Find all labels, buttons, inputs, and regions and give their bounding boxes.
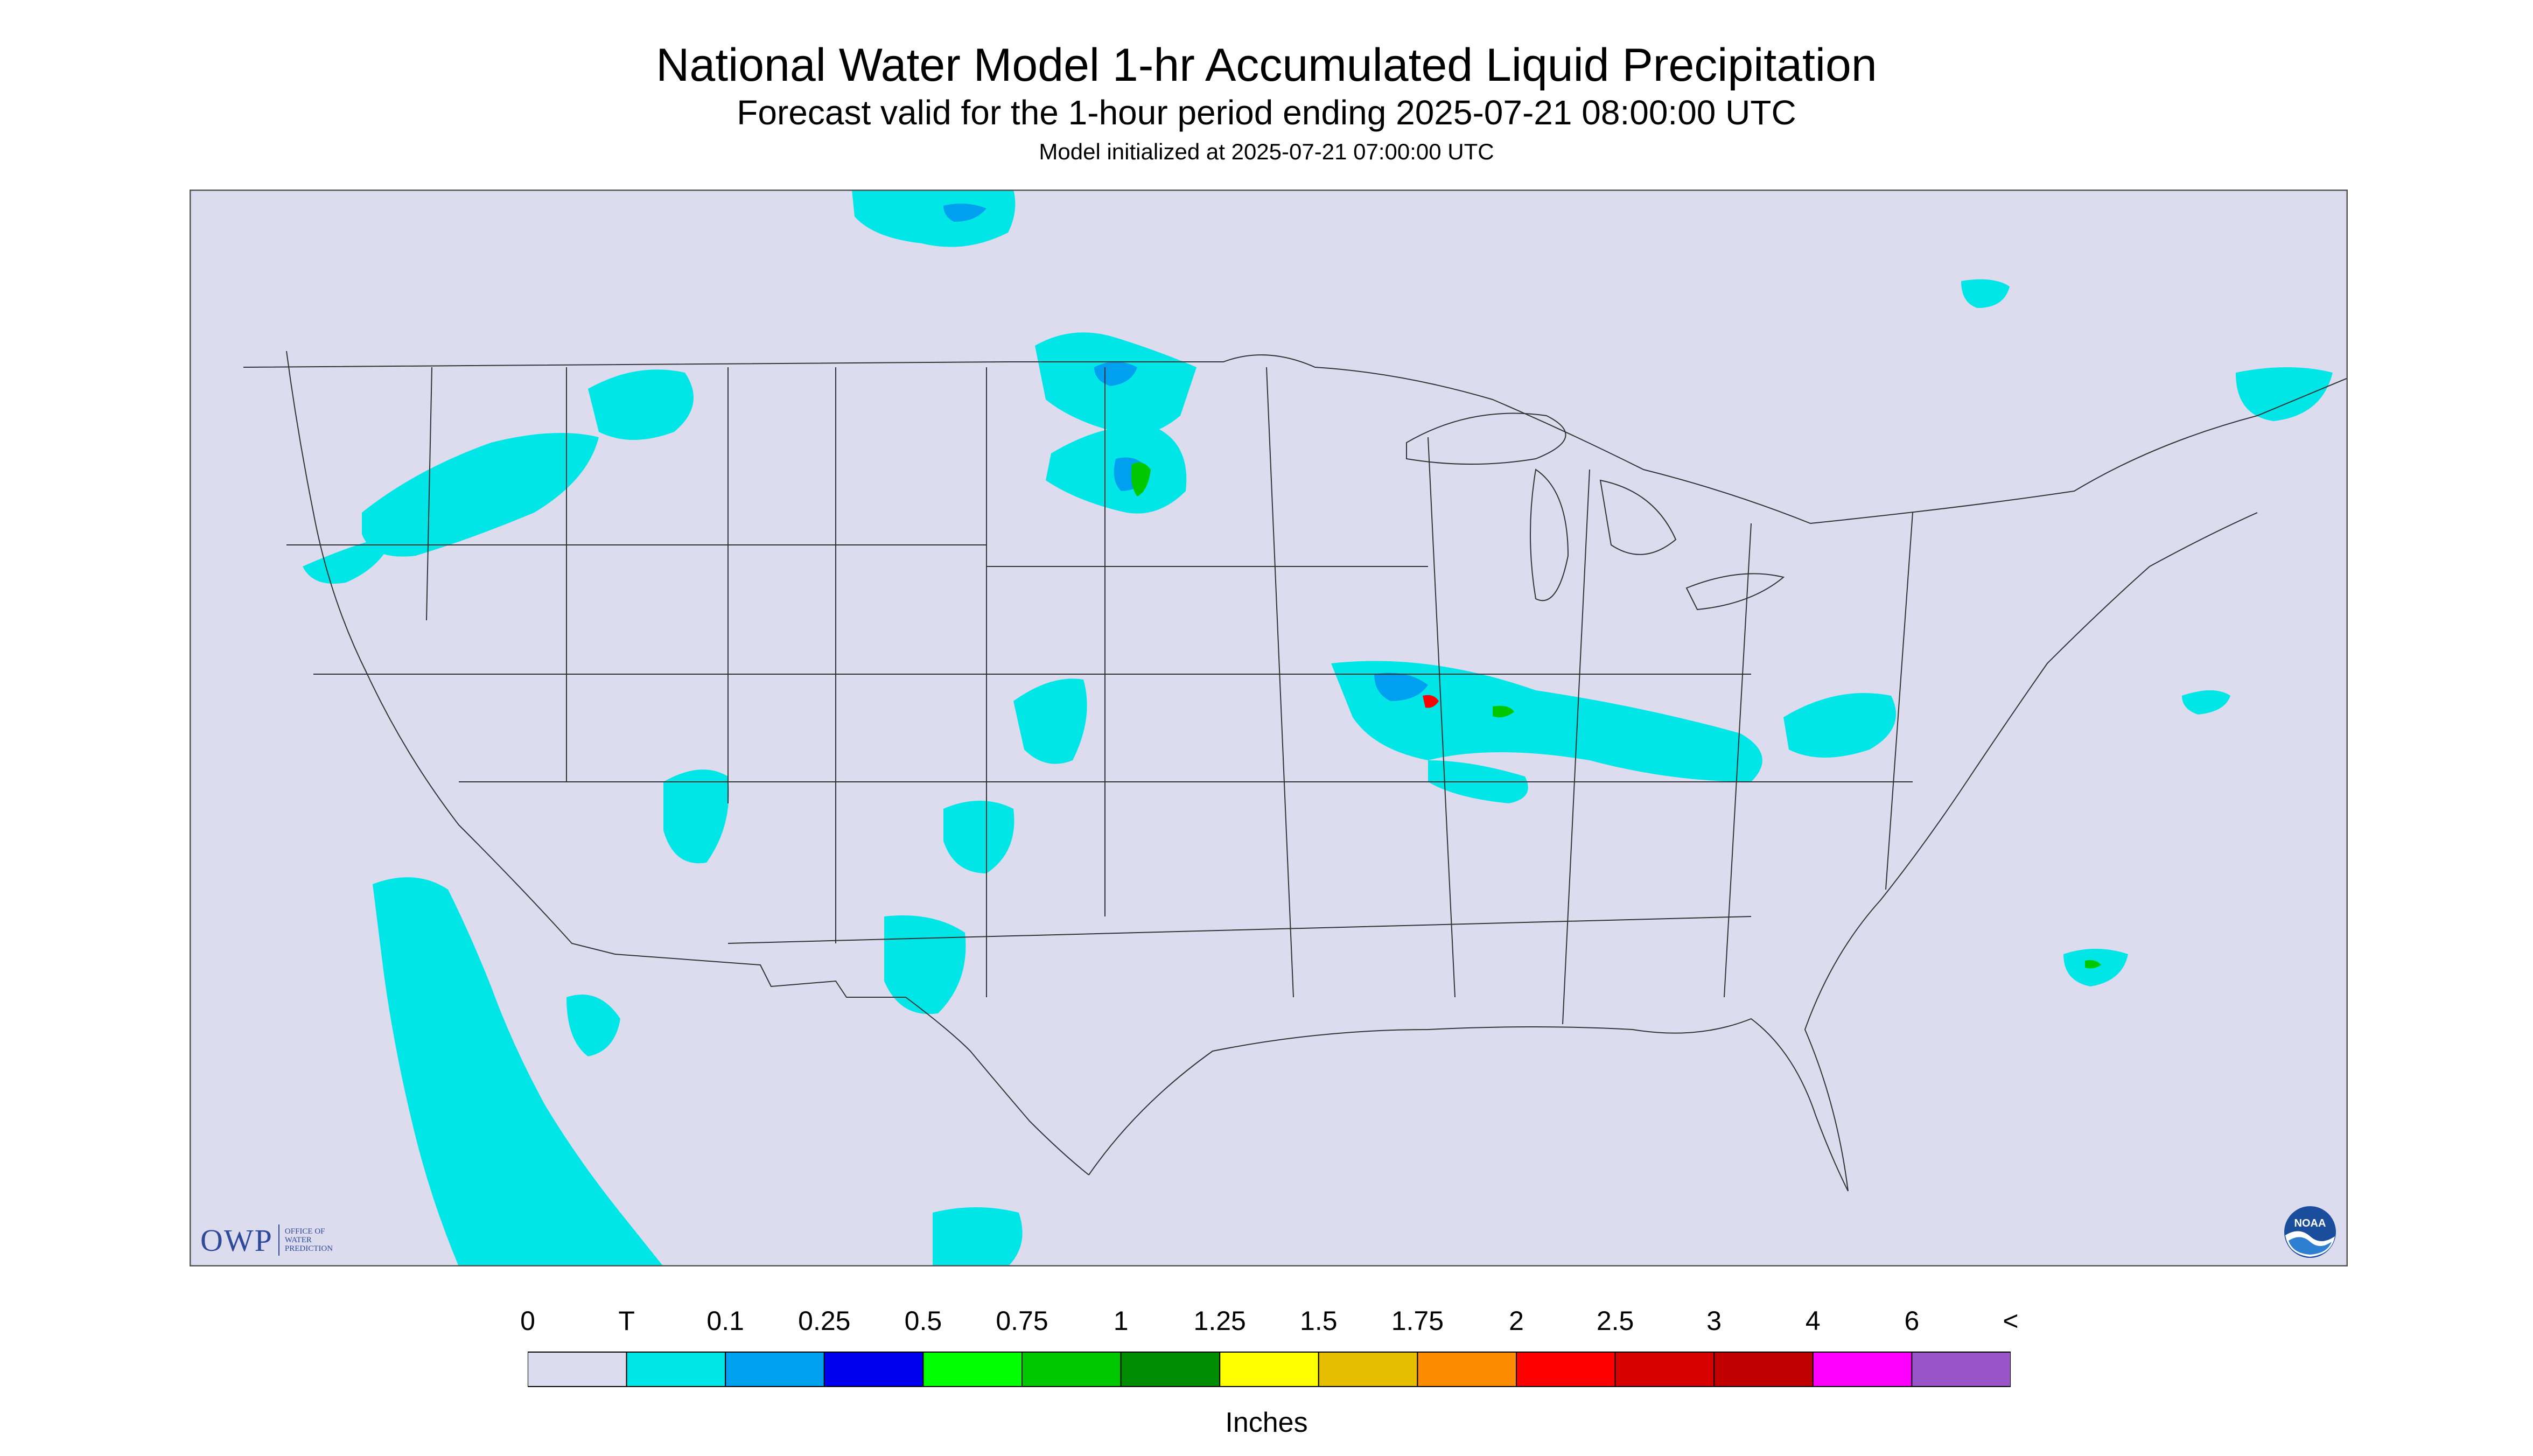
- noaa-logo-icon: NOAA: [2284, 1206, 2336, 1258]
- legend-swatch: [922, 1352, 1023, 1387]
- legend-label: 6: [1904, 1306, 1920, 1336]
- precip-area-pacific-ocean: [373, 877, 663, 1266]
- legend-label: 2: [1509, 1306, 1524, 1336]
- legend-swatch: [823, 1352, 924, 1387]
- precip-area-new-mexico-south: [884, 915, 966, 1014]
- legend-units: Inches: [1225, 1407, 1308, 1438]
- state-lines-vertical: [426, 367, 1913, 1025]
- precip-area-appalachian: [1783, 693, 1896, 758]
- precip-area-new-mexico: [943, 801, 1014, 873]
- legend-label: 0: [520, 1306, 535, 1336]
- precip-trace-areas: [303, 190, 2333, 1266]
- legend-swatch: [528, 1352, 627, 1387]
- precip-area-mexico-south: [933, 1207, 1023, 1266]
- legend-label: 2.5: [1596, 1306, 1634, 1336]
- lake-erie: [1685, 573, 1785, 611]
- legend-label: <: [2003, 1306, 2019, 1336]
- precip-light-midwest: [1374, 673, 1428, 701]
- owp-logo-text: OWP: [200, 1222, 273, 1258]
- legend-label: 0.5: [904, 1306, 942, 1336]
- legend-label: 1.25: [1193, 1306, 1246, 1336]
- lake-michigan: [1530, 468, 1569, 601]
- precip-area-midwest-band: [1331, 661, 1762, 782]
- state-lines-horizontal: [286, 544, 1913, 944]
- precip-heavy-sd: [1131, 462, 1151, 496]
- legend-label: 0.25: [798, 1306, 851, 1336]
- precip-mod-atlantic: [2085, 960, 2101, 969]
- owp-logo-divider: [278, 1224, 279, 1256]
- precip-area-atlantic-east: [2182, 690, 2230, 715]
- legend-swatch: [1021, 1352, 1122, 1387]
- legend-swatch: [1120, 1352, 1221, 1387]
- legend-swatch: [1812, 1352, 1913, 1387]
- gulf-coast: [1088, 1018, 1849, 1192]
- legend-swatch: [1417, 1352, 1517, 1387]
- legend-swatch: [1614, 1352, 1715, 1387]
- us-mexico-border: [614, 954, 1089, 1175]
- us-canada-border: [243, 354, 2348, 524]
- legend-label: 3: [1706, 1306, 1722, 1336]
- precip-mod-illinois: [1493, 705, 1514, 718]
- precip-area-baja: [566, 995, 620, 1056]
- precip-area-arizona: [663, 769, 729, 864]
- precip-area-colorado-kansas: [1013, 678, 1087, 764]
- legend-label: 0.1: [706, 1306, 744, 1336]
- legend-label: 1.5: [1300, 1306, 1338, 1336]
- legend-label: 0.75: [996, 1306, 1048, 1336]
- legend-swatch: [626, 1352, 726, 1387]
- precip-area-montana-idaho: [362, 433, 599, 557]
- precip-heavy-areas: [1131, 462, 2101, 969]
- owp-logo-subtext: OFFICE OF WATER PREDICTION: [284, 1227, 333, 1253]
- legend-swatch: [1911, 1352, 2011, 1387]
- precip-area-canada-border: [852, 190, 1016, 247]
- map-frame: [190, 190, 2348, 1266]
- east-coast: [1804, 512, 2258, 1192]
- legend-label: T: [618, 1306, 635, 1336]
- lake-huron: [1599, 479, 1677, 555]
- color-legend: [528, 1352, 2011, 1387]
- map-subtitle: Forecast valid for the 1-hour period end…: [737, 93, 1796, 132]
- noaa-logo-text: NOAA: [2294, 1217, 2326, 1229]
- precip-area-northeast-canada: [2236, 367, 2333, 421]
- political-boundaries: [243, 351, 2348, 1192]
- legend-swatch: [1318, 1352, 1418, 1387]
- great-lakes: [1406, 412, 1785, 611]
- precip-light-border: [943, 204, 986, 222]
- legend-swatch: [1713, 1352, 1814, 1387]
- legend-swatch: [1516, 1352, 1616, 1387]
- owp-logo: OWP OFFICE OF WATER PREDICTION: [200, 1221, 333, 1259]
- precip-area-montana-north: [588, 369, 694, 440]
- precip-area-hudson-bay: [1961, 279, 2010, 308]
- model-init-time: Model initialized at 2025-07-21 07:00:00…: [1039, 139, 1494, 164]
- legend-label: 4: [1805, 1306, 1821, 1336]
- precip-area-oregon: [303, 534, 394, 584]
- lake-superior: [1406, 412, 1566, 465]
- precip-heavy-iowa: [1423, 695, 1439, 708]
- legend-label: 1.75: [1391, 1306, 1444, 1336]
- map-background: [190, 190, 2348, 1266]
- legend-swatch: [1219, 1352, 1319, 1387]
- map-title: National Water Model 1-hr Accumulated Li…: [656, 39, 1877, 91]
- precipitation-map: [190, 190, 2348, 1266]
- legend-label: 1: [1113, 1306, 1129, 1336]
- legend-swatch: [725, 1352, 825, 1387]
